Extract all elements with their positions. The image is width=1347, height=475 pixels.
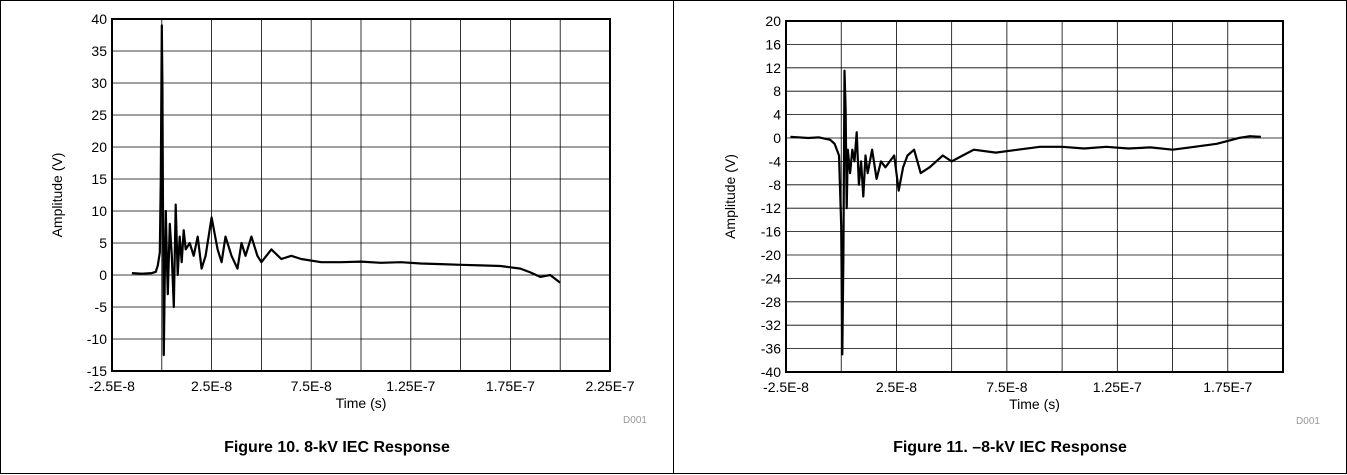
x-tick-label: 2.5E-8 (876, 379, 917, 395)
x-tick-label: -2.5E-8 (89, 378, 135, 394)
y-tick-label: -24 (761, 270, 781, 286)
figure-code: D001 (623, 415, 647, 426)
x-tick-label: 2.25E-7 (585, 378, 634, 394)
figure-code: D001 (1296, 416, 1320, 427)
y-tick-label: 30 (91, 75, 107, 91)
y-tick-label: -5 (95, 299, 108, 315)
x-tick-label: 1.25E-7 (1093, 379, 1142, 395)
x-axis-label: Time (s) (336, 395, 387, 411)
y-tick-label: -28 (761, 294, 781, 310)
x-tick-label: 2.5E-8 (191, 378, 232, 394)
y-tick-label: -40 (761, 364, 781, 380)
y-tick-label: 20 (91, 139, 107, 155)
y-tick-label: 0 (773, 130, 781, 146)
x-tick-label: 1.75E-7 (486, 378, 535, 394)
plot-frame (785, 20, 1284, 373)
y-tick-label: -8 (769, 177, 782, 193)
y-tick-label: -20 (761, 247, 781, 263)
y-tick-label: 16 (765, 36, 781, 52)
series-line (131, 24, 561, 357)
y-tick-label: 35 (91, 43, 107, 59)
chart-panel-figure-10: -15 -10 -5 0 5 10 15 20 25 30 35 40 -2.5E-8 2.5E-8 7.5… (0, 0, 674, 474)
chart-figure-11: -40-36-32-28-24-20-16-12-8-4048121620-2.… (722, 13, 1320, 427)
y-tick-label: -4 (769, 153, 782, 169)
y-tick-label: 8 (773, 83, 781, 99)
y-axis-label: Amplitude (V) (49, 153, 65, 238)
y-tick-label: 10 (91, 203, 107, 219)
y-tick-label: -16 (761, 224, 781, 240)
y-tick-label: -36 (761, 341, 781, 357)
y-tick-label: 0 (99, 267, 107, 283)
x-tick-label: 1.75E-7 (1203, 379, 1252, 395)
y-tick-label: 15 (91, 171, 107, 187)
x-tick-label: 7.5E-8 (291, 378, 332, 394)
y-tick-label: 12 (765, 60, 781, 76)
y-axis-label: Amplitude (V) (722, 154, 738, 239)
x-tick-label: 1.25E-7 (386, 378, 435, 394)
chart-panel-figure-11: -40 -36 -32 -28 -24 -20 -16 -12 -8 -4 0 4 8 12 16 20 -2.… (673, 0, 1347, 474)
x-axis-label: Time (s) (1009, 396, 1060, 412)
y-tick-label: -10 (87, 331, 107, 347)
series-line (790, 69, 1261, 356)
y-tick-label: -12 (761, 200, 781, 216)
plot-frame (111, 18, 611, 372)
y-tick-label: -32 (761, 317, 781, 333)
y-tick-label: 25 (91, 107, 107, 123)
y-tick-label: 4 (773, 107, 781, 123)
figure-caption: Figure 10. 8-kV IEC Response (224, 439, 450, 456)
x-tick-label: 7.5E-8 (986, 379, 1027, 395)
y-tick-label: 40 (91, 11, 107, 27)
y-tick-label: -15 (87, 363, 107, 379)
y-tick-label: 5 (99, 235, 107, 251)
x-tick-label: -2.5E-8 (763, 379, 809, 395)
figure-caption: Figure 11. –8-kV IEC Response (893, 439, 1127, 456)
chart-figure-10: -15 -10 -5 0 5 10 15 20 25 30 35 40 -2.5E-8 2.5E-8 7.5… (49, 11, 647, 426)
y-tick-label: 20 (765, 13, 781, 29)
